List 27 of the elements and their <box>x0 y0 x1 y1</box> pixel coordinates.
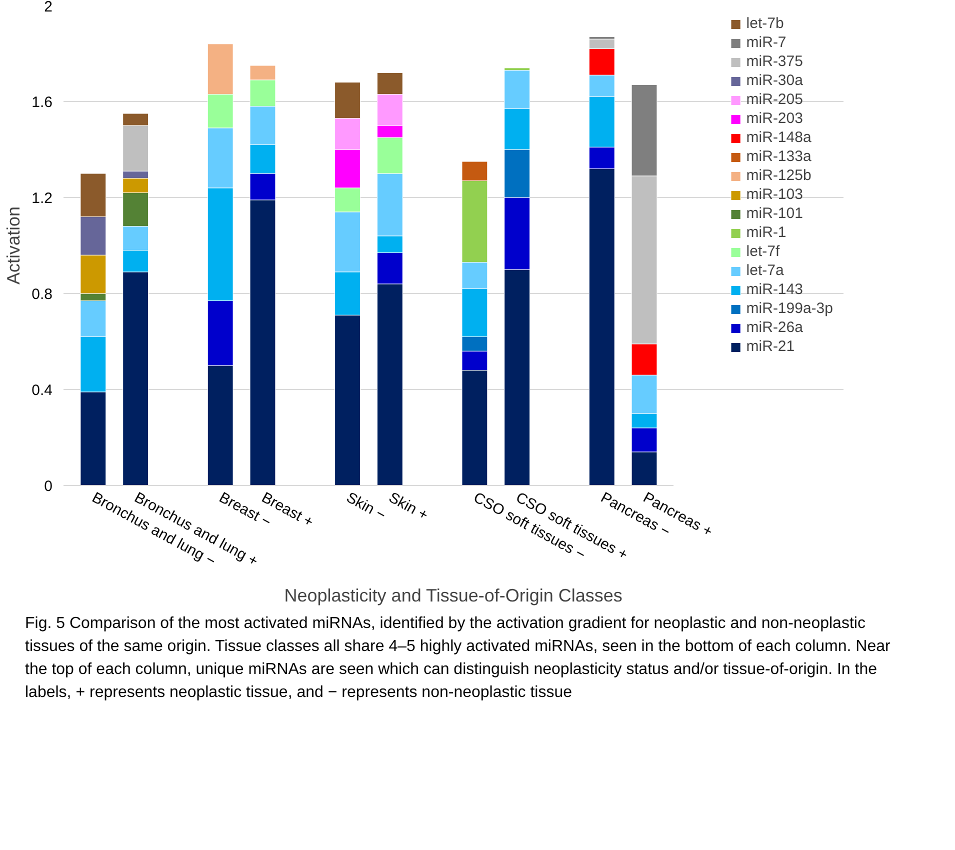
y-tick-label: 0.8 <box>32 286 53 303</box>
legend-label: miR-203 <box>746 110 803 127</box>
y-tick-label: 1.2 <box>32 190 53 207</box>
legend-label: let-7a <box>746 262 784 279</box>
y-axis-title: Activation <box>4 206 24 285</box>
legend-label: miR-7 <box>746 34 786 51</box>
y-tick-label: 0.4 <box>32 382 53 399</box>
y-tick-label: 1.6 <box>32 94 53 111</box>
legend-label: miR-148a <box>746 129 812 146</box>
legend-label: miR-101 <box>746 205 803 222</box>
legend-label: miR-26a <box>746 319 803 336</box>
legend-label: let-7b <box>746 15 784 32</box>
legend-label: miR-30a <box>746 72 803 89</box>
legend-label: miR-375 <box>746 53 803 70</box>
legend-label: miR-21 <box>746 338 795 355</box>
legend-label: miR-205 <box>746 91 803 108</box>
x-axis-title: Neoplasticity and Tissue-of-Origin Classes <box>284 586 622 606</box>
y-tick-label: 0 <box>44 478 52 495</box>
caption: Fig. 5 Comparison of the most activated miRNAs, identified by the activation gradient for neoplastic and non-neoplastic tissues of the same origin. Tissue classes all share 4–5 highly activated miRNAs, seen in the bottom of each column. Near the top of each column, unique miRNAs are seen which can distinguish neoplasticity status and/or tissue-of-origin. In the labels, + represents neoplastic tissue, and − represents non-neoplastic tissue <box>25 614 892 703</box>
legend-label: miR-199a-3p <box>746 300 833 317</box>
legend-label: let-7f <box>746 243 780 260</box>
legend-label: miR-1 <box>746 224 786 241</box>
legend-label: miR-143 <box>746 281 803 298</box>
legend-label: miR-133a <box>746 148 812 165</box>
legend-label: miR-125b <box>746 167 812 184</box>
y-tick-label: 2 <box>44 0 52 16</box>
legend-label: miR-103 <box>746 186 803 203</box>
